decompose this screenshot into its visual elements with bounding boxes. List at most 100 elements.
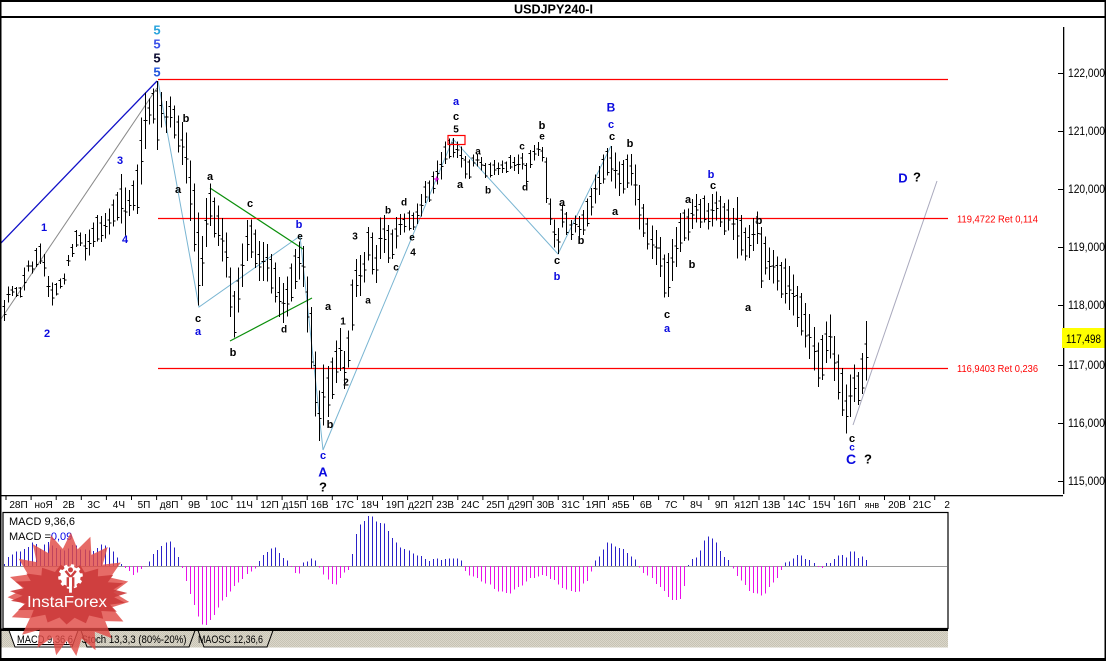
svg-text:5П: 5П xyxy=(138,500,151,511)
svg-text:4: 4 xyxy=(122,234,129,246)
svg-text:116,000: 116,000 xyxy=(1068,416,1105,430)
svg-text:c: c xyxy=(710,180,716,192)
svg-text:5: 5 xyxy=(453,125,459,136)
svg-text:a: a xyxy=(457,179,464,191)
svg-text:A: A xyxy=(318,465,328,480)
svg-text:31С: 31С xyxy=(562,500,580,511)
svg-text:c: c xyxy=(453,111,459,123)
svg-text:USDJPY240-I: USDJPY240-I xyxy=(514,2,593,17)
svg-text:d: d xyxy=(522,183,528,194)
svg-text:7С: 7С xyxy=(665,500,678,511)
svg-text:1ЯП: 1ЯП xyxy=(586,500,606,511)
svg-text:4Ч: 4Ч xyxy=(113,500,125,511)
svg-text:1: 1 xyxy=(340,317,346,328)
svg-text:д22П: д22П xyxy=(408,500,432,511)
svg-text:MAOSC 12,36,6: MAOSC 12,36,6 xyxy=(198,634,263,646)
svg-text:?: ? xyxy=(864,452,872,467)
svg-text:3: 3 xyxy=(117,155,123,167)
svg-text:c: c xyxy=(247,198,253,210)
svg-text:15Ч: 15Ч xyxy=(813,500,831,511)
svg-text:ноЯ: ноЯ xyxy=(34,500,52,511)
svg-text:121,000: 121,000 xyxy=(1068,124,1105,138)
svg-text:b: b xyxy=(689,259,696,271)
svg-text:120,000: 120,000 xyxy=(1068,182,1105,196)
svg-text:2: 2 xyxy=(944,500,950,511)
svg-text:117,498: 117,498 xyxy=(1066,332,1101,346)
svg-text:b: b xyxy=(485,186,491,197)
svg-text:5: 5 xyxy=(153,51,160,66)
svg-text:30В: 30В xyxy=(537,500,555,511)
svg-text:c: c xyxy=(609,131,615,143)
svg-text:b: b xyxy=(627,138,634,150)
svg-text:14С: 14С xyxy=(787,500,805,511)
svg-text:8Ч: 8Ч xyxy=(690,500,702,511)
svg-text:c: c xyxy=(849,433,855,445)
svg-text:я5Б: я5Б xyxy=(612,500,630,511)
svg-text:17С: 17С xyxy=(336,500,354,511)
svg-text:?: ? xyxy=(913,170,921,185)
svg-text:119,000: 119,000 xyxy=(1068,240,1105,254)
svg-text:MACD 9,36,6: MACD 9,36,6 xyxy=(9,516,75,528)
svg-text:C: C xyxy=(846,451,856,467)
svg-text:3С: 3С xyxy=(87,500,100,511)
svg-text:115,000: 115,000 xyxy=(1068,474,1105,488)
svg-text:a: a xyxy=(195,326,202,338)
svg-text:b: b xyxy=(296,219,303,231)
svg-text:1: 1 xyxy=(41,222,47,234)
svg-text:д8П: д8П xyxy=(160,500,179,511)
svg-text:a: a xyxy=(453,96,460,108)
svg-text:2: 2 xyxy=(343,378,349,389)
svg-text:a: a xyxy=(745,302,752,314)
svg-text:e: e xyxy=(297,232,303,243)
svg-text:9П: 9П xyxy=(715,500,728,511)
svg-text:c: c xyxy=(519,142,525,153)
svg-text:b: b xyxy=(554,271,561,283)
svg-text:a: a xyxy=(612,206,619,218)
svg-text:13В: 13В xyxy=(763,500,781,511)
svg-text:a: a xyxy=(559,197,566,209)
svg-text:e: e xyxy=(539,132,545,143)
svg-text:b: b xyxy=(539,120,546,132)
svg-text:c: c xyxy=(195,313,201,325)
svg-text:24С: 24С xyxy=(461,500,479,511)
svg-text:116,9403 Ret 0,236: 116,9403 Ret 0,236 xyxy=(957,364,1038,375)
svg-text:6В: 6В xyxy=(640,500,653,511)
svg-text:я12П: я12П xyxy=(735,500,759,511)
svg-text:5: 5 xyxy=(153,23,160,38)
svg-text:23В: 23В xyxy=(436,500,454,511)
svg-text:b: b xyxy=(183,113,190,125)
svg-text:19П: 19П xyxy=(386,500,404,511)
svg-text:c: c xyxy=(320,450,326,462)
svg-text:c: c xyxy=(608,119,614,131)
svg-text:2: 2 xyxy=(44,328,50,340)
svg-text:c: c xyxy=(849,443,855,454)
svg-text:b: b xyxy=(327,419,334,431)
svg-text:c: c xyxy=(393,263,399,274)
svg-text:a: a xyxy=(664,323,671,335)
svg-text:11Ч: 11Ч xyxy=(236,500,253,511)
svg-text:28П: 28П xyxy=(9,500,27,511)
svg-text:?: ? xyxy=(319,480,327,495)
svg-text:c: c xyxy=(554,255,560,267)
svg-text:16П: 16П xyxy=(838,500,856,511)
svg-text:9В: 9В xyxy=(188,500,201,511)
svg-text:21С: 21С xyxy=(913,500,931,511)
svg-text:122,000: 122,000 xyxy=(1068,66,1105,80)
svg-text:4: 4 xyxy=(410,248,416,259)
svg-text:18Ч: 18Ч xyxy=(361,500,379,511)
svg-text:Stoch 13,3,3 (80%-20%): Stoch 13,3,3 (80%-20%) xyxy=(82,634,187,646)
svg-text:20В: 20В xyxy=(888,500,906,511)
svg-text:117,000: 117,000 xyxy=(1068,358,1105,372)
svg-text:D: D xyxy=(898,171,907,186)
svg-text:MACD =0,09: MACD =0,09 xyxy=(9,531,72,543)
svg-text:c: c xyxy=(664,309,670,321)
svg-text:b: b xyxy=(230,347,237,359)
svg-text:a: a xyxy=(475,147,481,158)
svg-text:25П: 25П xyxy=(486,500,504,511)
svg-text:д29П: д29П xyxy=(508,500,532,511)
svg-text:119,4722 Ret 0,114: 119,4722 Ret 0,114 xyxy=(957,215,1038,226)
svg-text:3: 3 xyxy=(352,232,358,243)
svg-text:a: a xyxy=(685,194,692,206)
svg-text:12П: 12П xyxy=(260,500,278,511)
svg-text:a: a xyxy=(325,301,332,313)
